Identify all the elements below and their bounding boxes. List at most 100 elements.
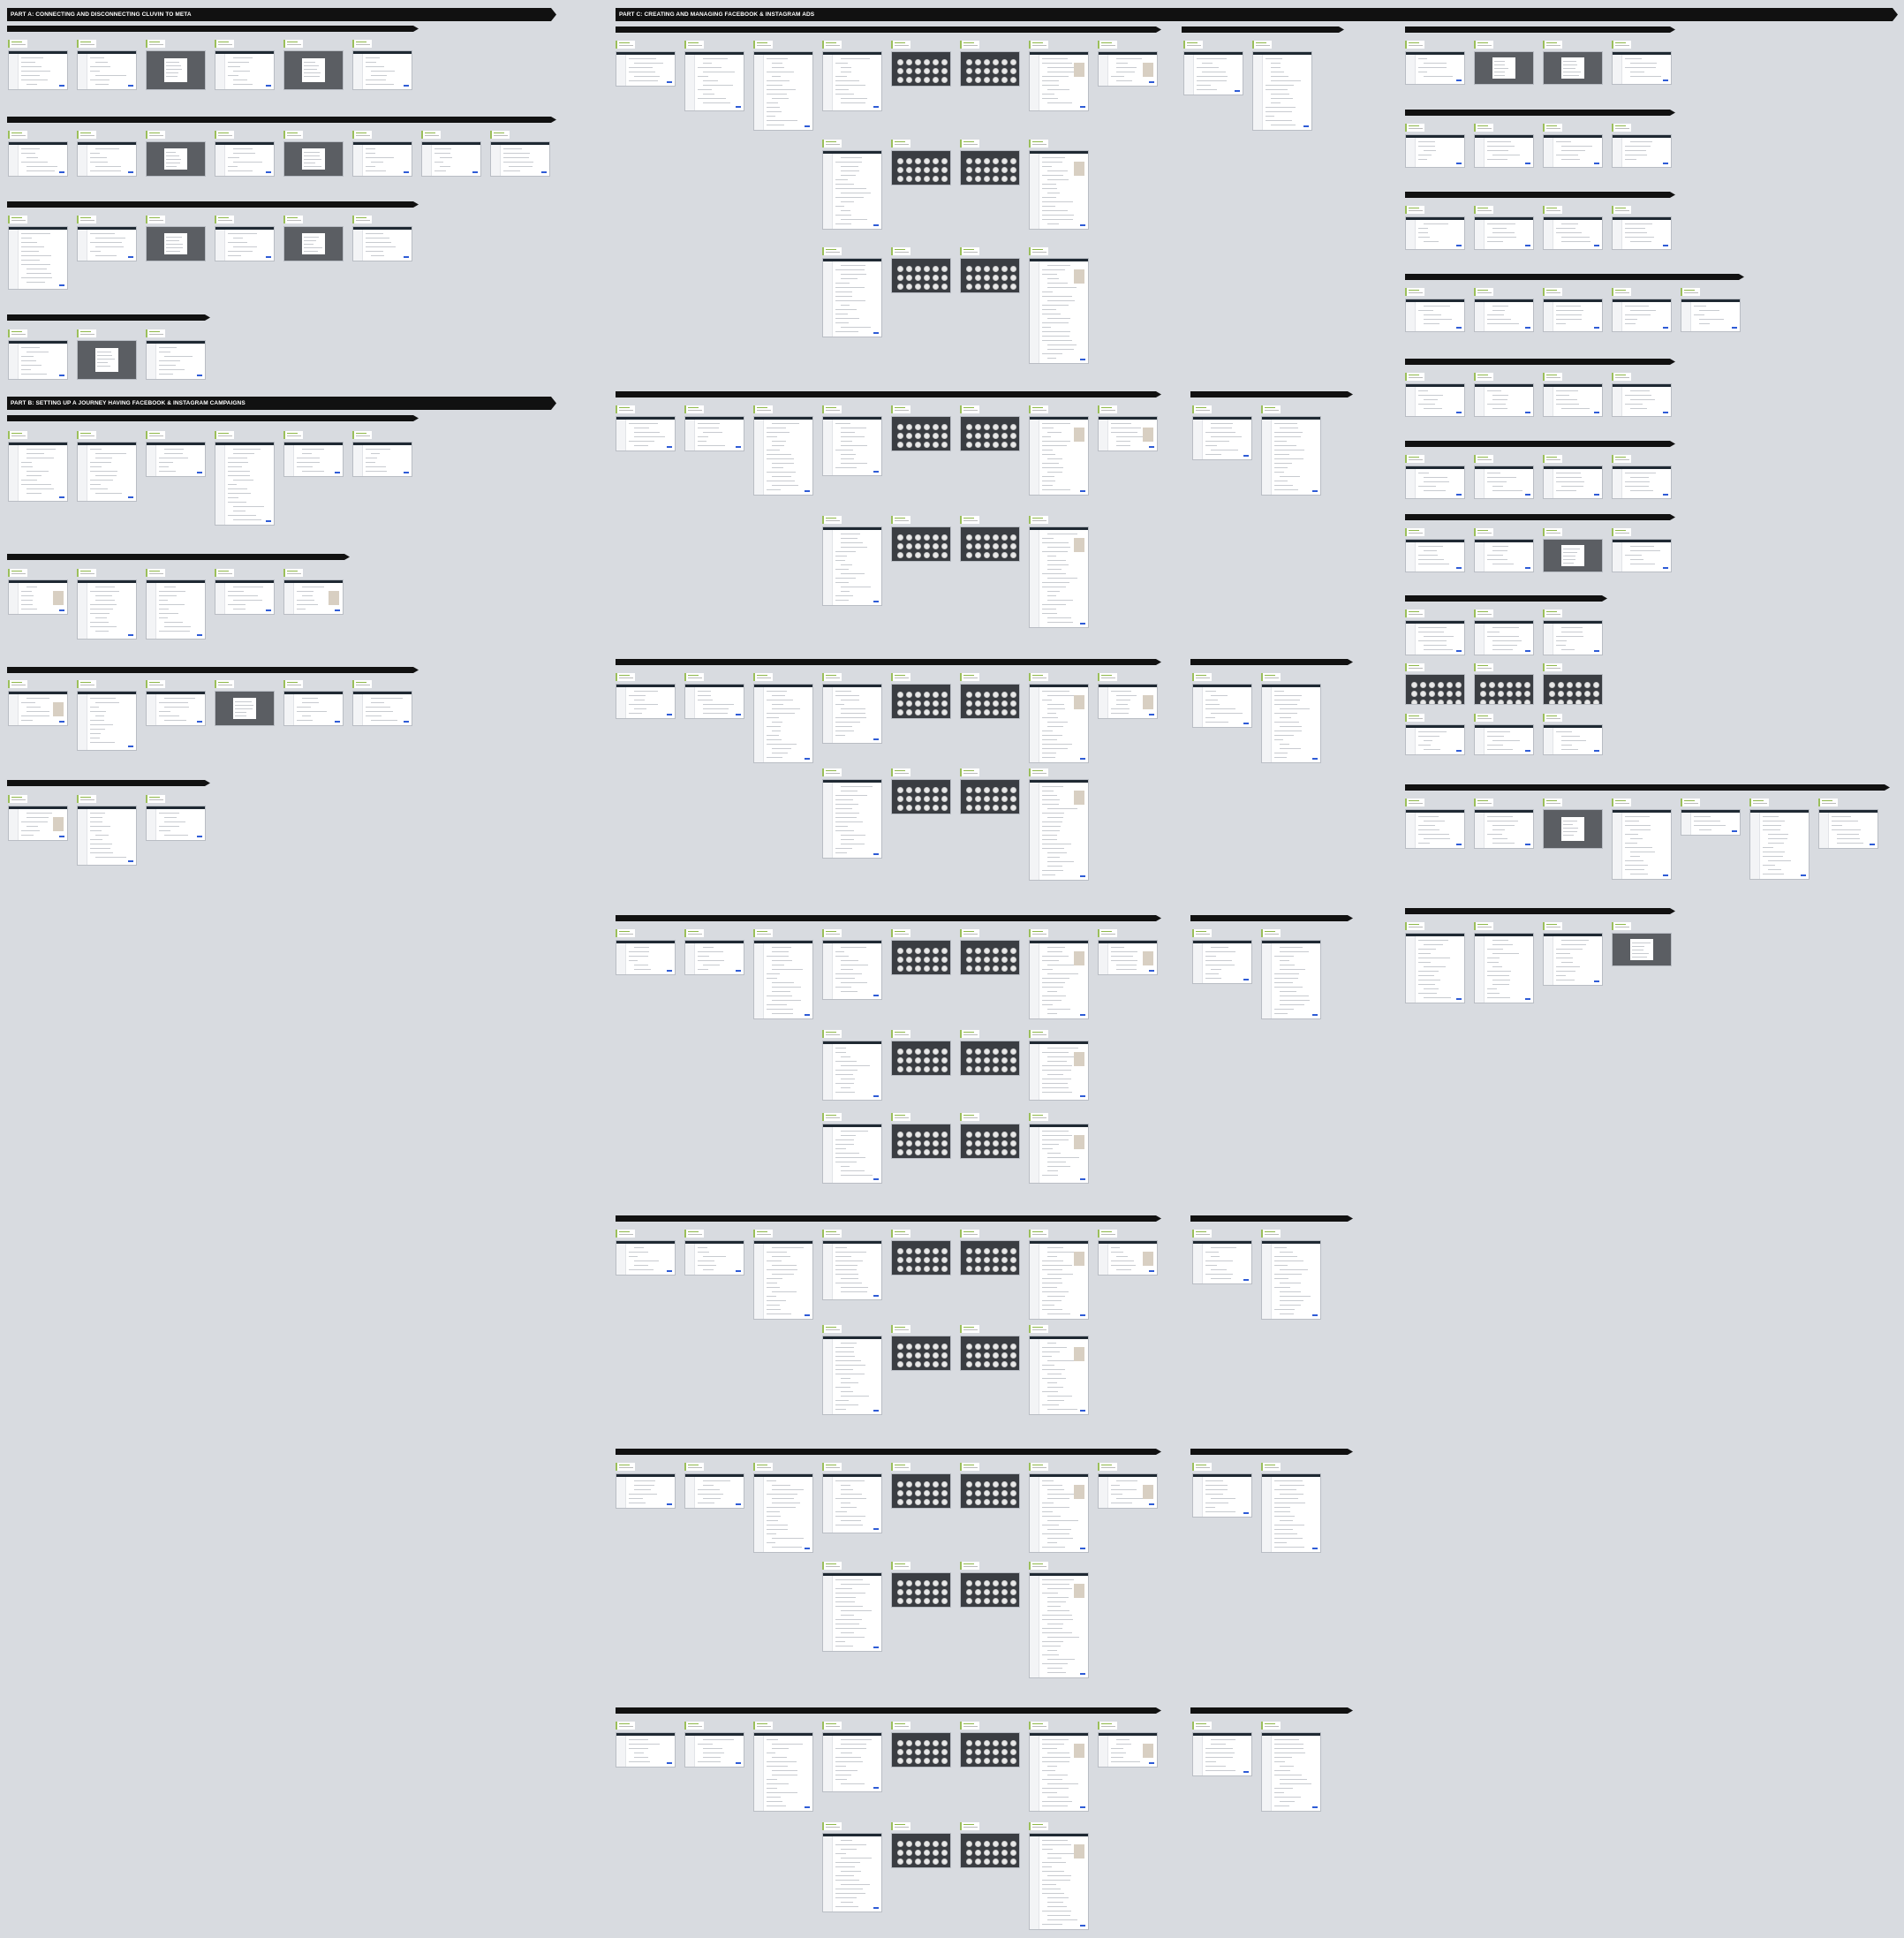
- screen-thumbnail: [1543, 383, 1603, 417]
- sidebar: [9, 583, 19, 614]
- template-tile: [897, 805, 903, 811]
- text-line: [159, 711, 171, 712]
- app-header: [1544, 725, 1602, 728]
- annotation-note: [77, 131, 96, 139]
- text-line: [841, 564, 853, 565]
- text-line: [304, 68, 318, 70]
- template-tile: [1001, 424, 1008, 430]
- text-line: [698, 445, 726, 446]
- text-line: [1556, 975, 1566, 976]
- annotation-note: [1405, 206, 1424, 214]
- text-line: [835, 1637, 865, 1638]
- text-line: [159, 595, 178, 596]
- text-line: [767, 735, 779, 736]
- screen-thumbnail: [215, 226, 275, 261]
- sidebar: [1030, 1127, 1039, 1183]
- template-tile: [1438, 700, 1444, 704]
- primary-button: [59, 836, 64, 837]
- template-tile: [975, 59, 981, 65]
- screen-thumbnail: [1029, 940, 1089, 1019]
- text-line: [1494, 75, 1505, 77]
- text-line: [1418, 745, 1431, 746]
- sidebar: [215, 445, 225, 525]
- screen-thumbnail: [960, 51, 1020, 87]
- text-line: [1202, 63, 1213, 64]
- template-tile: [993, 1361, 999, 1367]
- text-line: [835, 1906, 858, 1907]
- template-tile: [1010, 284, 1016, 290]
- text-line: [1047, 1538, 1073, 1539]
- text-line: [835, 89, 849, 90]
- sidebar: [1262, 943, 1272, 1018]
- text-line: [1625, 237, 1654, 238]
- text-line: [159, 365, 176, 366]
- template-tile: [1438, 682, 1444, 688]
- template-tile: [924, 1140, 930, 1147]
- sidebar: [1406, 728, 1416, 754]
- primary-button: [1080, 359, 1085, 360]
- text-line: [1047, 1601, 1066, 1602]
- app-header: [284, 580, 343, 583]
- image-preview: [1143, 1485, 1153, 1499]
- template-tile: [984, 1048, 990, 1055]
- text-line: [21, 347, 40, 348]
- screen-thumbnail: [1543, 933, 1603, 986]
- template-tile: [941, 1361, 948, 1367]
- template-tile: [906, 534, 912, 541]
- annotation-note: [1192, 1722, 1212, 1730]
- screen-thumbnail: [616, 940, 676, 975]
- annotation-note: [77, 431, 96, 439]
- text-line: [1274, 436, 1301, 437]
- text-line: [26, 826, 38, 827]
- text-line: [1418, 984, 1435, 985]
- template-tile: [906, 1850, 912, 1856]
- annotation-note: [822, 929, 842, 937]
- template-tile: [915, 167, 921, 173]
- primary-button: [59, 171, 64, 173]
- annotation-note: [490, 131, 510, 139]
- text-line: [159, 813, 180, 814]
- text-line: [21, 480, 38, 481]
- app-header: [1544, 934, 1602, 936]
- text-line: [1205, 441, 1229, 442]
- annotation-note: [753, 1230, 773, 1238]
- template-tile: [897, 709, 903, 715]
- text-line: [698, 969, 708, 970]
- annotation-note: [1405, 373, 1424, 381]
- template-tile: [924, 534, 930, 541]
- text-line: [772, 1247, 804, 1248]
- template-tile: [915, 1057, 921, 1064]
- screen-thumbnail: [891, 1124, 951, 1159]
- template-tile: [1558, 700, 1564, 704]
- primary-button: [667, 81, 672, 83]
- text-line: [772, 987, 801, 988]
- annotation-note: [1405, 528, 1424, 536]
- template-tile: [975, 1057, 981, 1064]
- sidebar: [1406, 387, 1416, 416]
- annotation-note: [1192, 929, 1212, 937]
- text-line: [21, 466, 34, 467]
- template-tile: [975, 1499, 981, 1505]
- text-line: [1211, 1256, 1220, 1257]
- text-line: [1116, 1739, 1130, 1740]
- template-tile: [993, 266, 999, 272]
- text-line: [835, 1779, 847, 1780]
- flow-banner: [1405, 110, 1675, 116]
- template-tile: [1001, 709, 1008, 715]
- text-line: [90, 724, 113, 725]
- template-tile: [966, 1066, 972, 1072]
- template-tile: [924, 176, 930, 182]
- text-line: [767, 1511, 780, 1512]
- text-line: [698, 423, 721, 424]
- template-tile: [966, 1257, 972, 1263]
- text-line: [1280, 1783, 1311, 1784]
- annotation-note: [1252, 41, 1272, 49]
- text-line: [1266, 120, 1293, 121]
- template-tile: [975, 1850, 981, 1856]
- text-line: [1042, 987, 1063, 988]
- annotation-note: [684, 41, 704, 49]
- text-line: [434, 148, 452, 149]
- primary-button: [873, 1787, 879, 1789]
- screen-thumbnail: [77, 442, 137, 502]
- text-line: [1042, 1175, 1059, 1176]
